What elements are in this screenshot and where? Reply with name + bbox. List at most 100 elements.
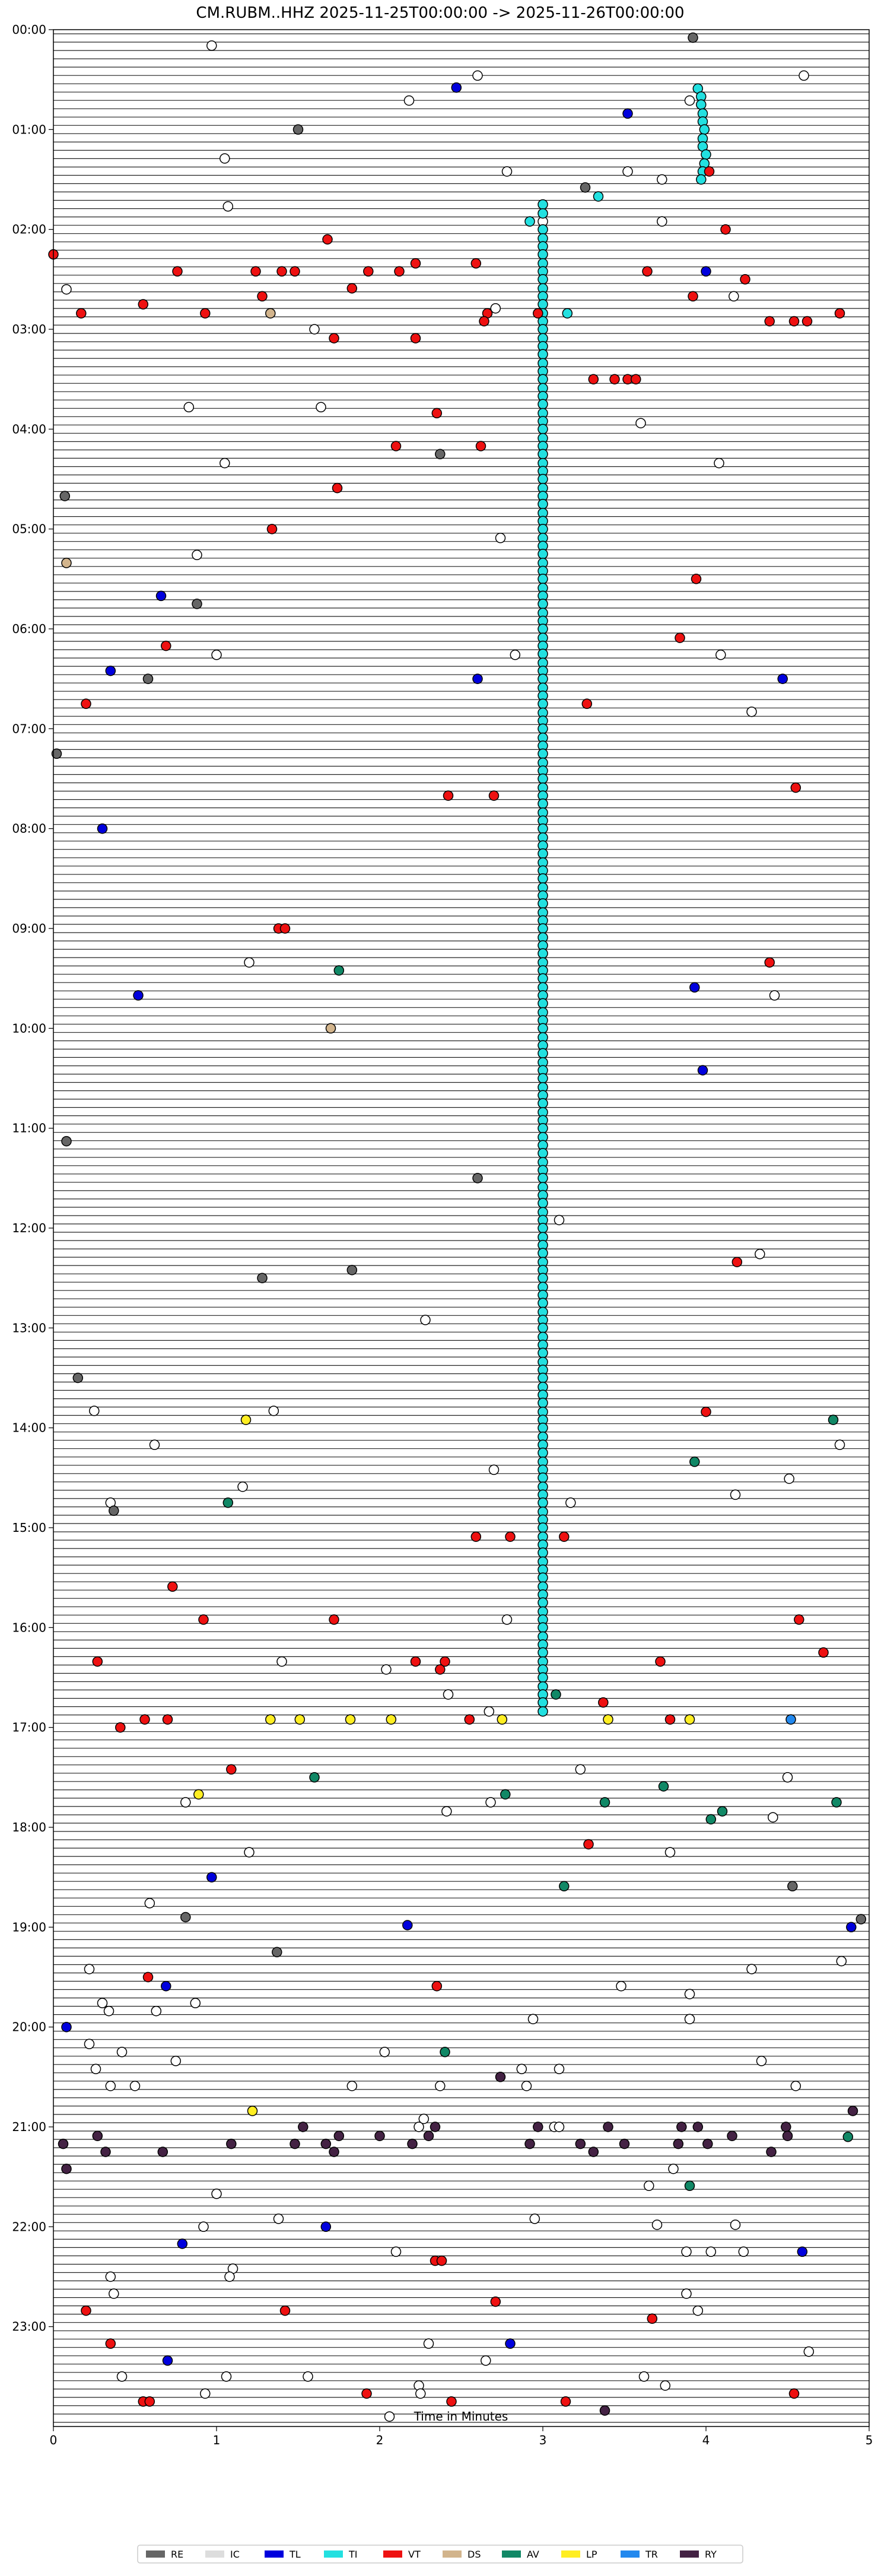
event-marker-ry [588,2146,599,2157]
y-tick-label: 14:00 [12,1421,46,1435]
event-marker-ic [755,1249,765,1260]
event-marker-ry [575,2138,586,2149]
y-tick-label: 03:00 [12,322,46,336]
event-marker-ic [403,95,415,106]
event-marker-ic [836,1955,847,1967]
event-marker-ti [537,1473,548,1483]
event-marker-ic [441,1806,452,1817]
legend-swatch-tr [621,2550,640,2558]
event-marker-vt [691,574,702,584]
event-marker-tl [206,1872,217,1882]
event-marker-ry [290,2138,300,2149]
event-marker-vt [161,640,171,651]
legend-label-re: RE [171,2549,183,2560]
legend-label-lp: LP [586,2549,597,2560]
event-marker-vt [581,698,593,710]
x-tick-label: 0 [50,2433,58,2447]
event-marker-vt [346,283,358,294]
event-marker-re [688,32,698,43]
event-marker-ic [268,1405,279,1416]
y-tick-label: 09:00 [12,921,46,936]
event-marker-ic [684,1989,695,1999]
event-marker-ti [537,1547,548,1558]
event-marker-tl [320,2221,332,2232]
event-marker-av [842,2132,854,2142]
event-marker-ti [537,748,548,759]
event-marker-vt [475,441,486,451]
event-marker-ry [374,2130,385,2141]
legend: RE IC TL TI VT DS AV LP TR RY [137,2545,743,2564]
event-marker-ic [220,457,230,469]
event-marker-ti [537,199,548,210]
event-marker-re [292,124,304,135]
event-marker-ic [190,1998,201,2009]
event-marker-ic [276,1656,287,1667]
event-marker-vt [647,2313,658,2324]
event-marker-ry [847,2106,858,2116]
event-marker-tl [622,108,633,119]
event-marker-vt [144,2396,155,2407]
event-marker-ic [803,2346,815,2357]
event-marker-ti [537,1448,548,1458]
event-marker-av [717,1806,728,1817]
legend-label-ds: DS [467,2549,481,2560]
event-marker-re [109,1505,119,1516]
event-marker-ry [100,2146,111,2157]
event-marker-ic [61,284,72,295]
event-marker-ic [521,2081,532,2091]
event-marker-ti [537,498,548,510]
event-marker-ti [524,216,535,227]
event-marker-re [142,673,154,684]
event-marker-ry [702,2138,713,2149]
y-tick-label: 08:00 [12,822,46,836]
legend-label-vt: VT [408,2549,421,2560]
event-marker-vt [200,308,211,319]
event-marker-vt [440,1656,450,1667]
event-marker-vt [431,1980,443,1992]
event-marker-ic [554,1214,565,1226]
event-marker-re [855,1914,867,1925]
y-tick-label: 06:00 [12,622,46,636]
event-marker-vt [139,1714,150,1725]
event-marker-lp [240,1414,252,1425]
event-marker-ry [157,2146,168,2157]
event-marker-ry [495,2072,506,2082]
event-marker-ic [129,2081,141,2091]
event-marker-ic [180,1797,191,1808]
event-marker-ic [103,2005,115,2017]
event-marker-ti [537,424,548,435]
waveform-traces [53,33,869,2423]
event-marker-re [61,1136,72,1147]
event-marker-ti [537,1522,548,1533]
event-marker-ti [537,349,548,360]
event-marker-vt [250,266,261,277]
event-marker-vt [81,2305,91,2316]
event-marker-vt [701,1406,711,1417]
y-tick-label: 22:00 [12,2219,46,2234]
event-marker-ic [635,418,646,428]
event-marker-ti [537,374,548,384]
event-marker-vt [81,698,91,710]
event-marker-ic [622,166,633,177]
event-marker-vt [443,790,454,801]
event-marker-ic [565,1497,576,1508]
event-marker-ds [61,558,72,568]
event-marker-ry [781,2122,791,2132]
y-tick-label: 10:00 [12,1021,46,1035]
event-marker-vt [435,1664,446,1675]
event-marker-ry [92,2130,103,2141]
legend-label-ry: RY [705,2549,717,2560]
event-marker-vt [279,923,291,934]
event-marker-vt [788,316,800,327]
event-marker-ic [346,2081,358,2091]
x-tick-label: 4 [702,2433,710,2447]
event-marker-av [500,1789,511,1800]
event-marker-ti [537,1597,548,1608]
event-marker-av [599,1797,610,1808]
event-marker-tl [402,1920,413,1931]
event-marker-tl [689,982,700,993]
event-marker-ic [244,957,255,968]
event-marker-ic [790,2081,802,2091]
event-marker-tl [162,2355,173,2366]
event-marker-vt [446,2396,457,2407]
